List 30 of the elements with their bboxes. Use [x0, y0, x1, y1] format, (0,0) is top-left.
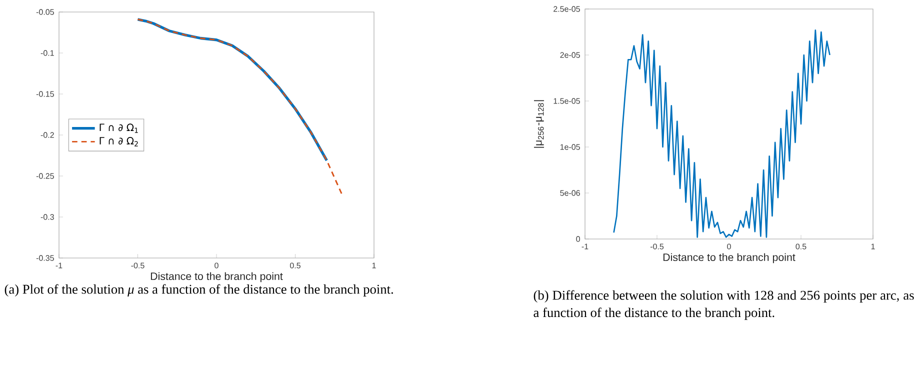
y-tick-label: 2e-05	[560, 52, 580, 58]
x-tick-label: 1	[372, 262, 376, 268]
x-tick-label: 0.5	[290, 262, 300, 268]
x-tick-label: 1	[871, 244, 875, 250]
x-tick-label: -0.5	[131, 262, 144, 268]
y-tick-label: 5e-06	[560, 190, 580, 196]
y-tick-label: 0	[576, 236, 580, 242]
legend-label: Γ ∩ ∂ Ω$_{1}$	[100, 124, 138, 133]
y-tick-label: -0.25	[36, 173, 54, 179]
y-tick-label: -0.2	[40, 132, 54, 138]
y-tick-label: -0.05	[36, 9, 54, 15]
x-tick-label: -1	[582, 244, 588, 250]
y-tick-label: -0.15	[36, 91, 54, 97]
x-tick-label: -0.5	[650, 244, 664, 250]
text: (a) Plot of the solution μ as a function of the distance to the branch point.	[4, 284, 393, 296]
x-tick-label: 0	[727, 244, 731, 250]
y-axis-title: |μ$_{256}$-μ$_{128}$|	[534, 100, 544, 148]
x-axis-title: Distance to the branch point	[663, 253, 796, 264]
y-tick-label: -0.3	[40, 214, 54, 220]
y-tick-label: -0.1	[40, 50, 54, 56]
x-axis-title: Distance to the branch point	[150, 272, 283, 282]
y-tick-label: 2.5e-05	[554, 6, 580, 12]
y-tick-label: -0.35	[36, 255, 54, 261]
x-tick-label: -1	[56, 262, 62, 268]
y-tick-label: 1e-05	[560, 144, 580, 150]
y-tick-label: 1.5e-05	[554, 98, 580, 104]
legend-label: Γ ∩ ∂ Ω$_{2}$	[100, 137, 138, 146]
x-tick-label: 0.5	[796, 244, 806, 250]
text: (b) Difference between the solution with 128 and 256 points per arc, as a function of the distance to the branch point.	[534, 290, 914, 320]
x-tick-label: 0	[214, 262, 218, 268]
